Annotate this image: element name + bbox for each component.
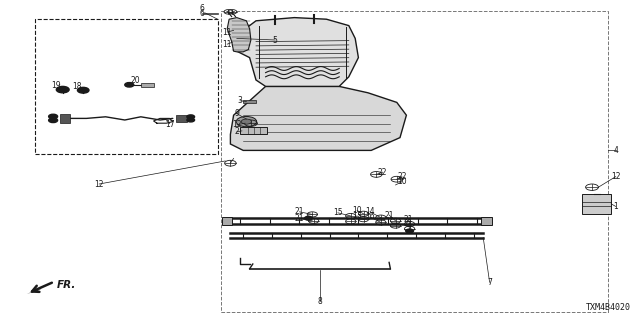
Text: 1: 1 (613, 202, 618, 211)
Text: 22: 22 (378, 168, 387, 177)
Polygon shape (176, 115, 187, 122)
Text: 10: 10 (397, 177, 407, 186)
Polygon shape (60, 114, 70, 123)
Text: 7: 7 (487, 278, 492, 287)
Text: 22: 22 (397, 172, 406, 181)
Text: 3: 3 (237, 96, 243, 105)
Text: 11: 11 (223, 40, 232, 49)
Text: 8: 8 (317, 297, 323, 306)
Text: 5: 5 (273, 36, 278, 44)
Bar (240, 127, 267, 134)
Bar (582, 194, 611, 214)
Text: 19: 19 (51, 81, 61, 90)
Polygon shape (237, 18, 358, 86)
Circle shape (56, 86, 69, 93)
Text: 6: 6 (199, 4, 204, 13)
Bar (141, 83, 154, 87)
Text: 20: 20 (131, 76, 141, 85)
Text: 10: 10 (352, 206, 362, 215)
Text: 21: 21 (295, 214, 304, 223)
Circle shape (49, 114, 58, 119)
Text: 4: 4 (613, 146, 618, 155)
Text: 16: 16 (365, 212, 375, 221)
Bar (35, 19, 218, 154)
Text: 12: 12 (611, 172, 620, 181)
Text: 15: 15 (333, 208, 343, 217)
Text: 2: 2 (234, 127, 239, 136)
Bar (243, 100, 256, 103)
Text: 9: 9 (234, 109, 239, 118)
Text: 11: 11 (223, 28, 232, 36)
Circle shape (241, 119, 252, 124)
Circle shape (187, 115, 195, 119)
Circle shape (236, 116, 257, 127)
Bar (221, 11, 608, 312)
Bar (481, 217, 492, 225)
Circle shape (187, 118, 195, 122)
Text: 21: 21 (385, 211, 394, 220)
Circle shape (77, 87, 89, 93)
Circle shape (406, 229, 413, 233)
Text: TXM4B4020: TXM4B4020 (586, 303, 630, 312)
Text: FR.: FR. (56, 280, 76, 291)
Text: 12: 12 (95, 180, 104, 188)
Text: 17: 17 (164, 120, 175, 129)
Text: 21: 21 (404, 220, 413, 228)
Polygon shape (230, 86, 406, 150)
Text: 21: 21 (295, 207, 304, 216)
Text: 13: 13 (352, 212, 362, 220)
Text: 6: 6 (199, 9, 204, 18)
Text: 12: 12 (232, 120, 241, 129)
Polygon shape (27, 289, 42, 294)
Circle shape (49, 118, 58, 123)
Polygon shape (227, 18, 251, 52)
Circle shape (125, 83, 134, 87)
Bar (222, 217, 232, 225)
Circle shape (305, 216, 312, 220)
Text: 18: 18 (72, 82, 81, 91)
Text: 21: 21 (404, 215, 413, 224)
Text: 14: 14 (365, 207, 375, 216)
